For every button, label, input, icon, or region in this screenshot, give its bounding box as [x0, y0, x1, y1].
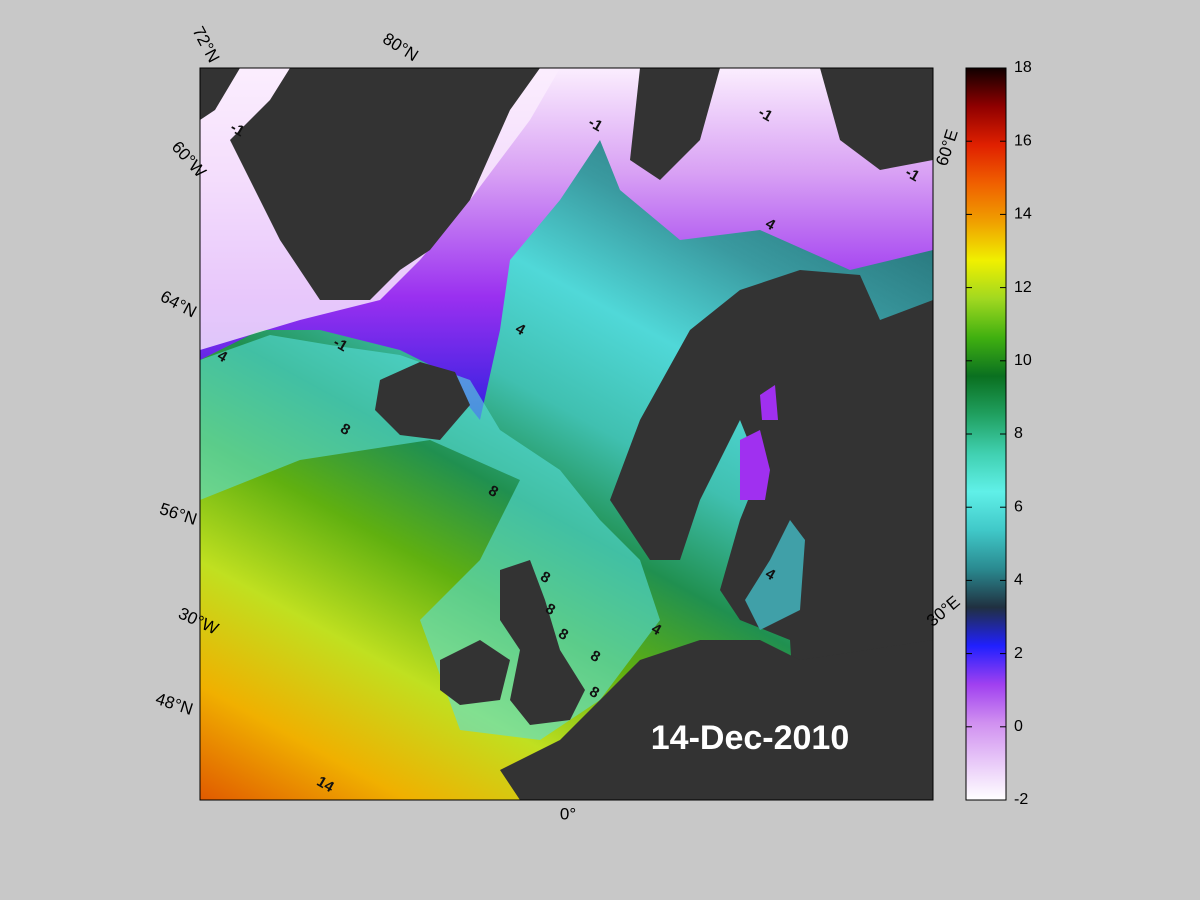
- tick-label: 0: [1014, 718, 1023, 735]
- continent: [500, 640, 933, 800]
- baltic: [745, 520, 805, 630]
- baffin: [200, 68, 240, 120]
- tick-label: 10: [1014, 352, 1032, 369]
- great-britain: [500, 560, 585, 725]
- map: [200, 68, 933, 800]
- map-frame: [199, 67, 934, 801]
- ireland: [440, 640, 510, 705]
- tick-label: 2: [1014, 645, 1023, 662]
- graticule-label: 56°N: [157, 499, 199, 529]
- tick-label: 16: [1014, 132, 1032, 149]
- graticule-label: 60°E: [932, 127, 962, 168]
- novaya-zemlya: [820, 68, 933, 170]
- iceland: [375, 362, 470, 440]
- tick-label: 8: [1014, 425, 1023, 442]
- date-label: 14-Dec-2010: [651, 719, 849, 757]
- colorbar-ticks: -2 0 2 4 6 8 10 12 14 16 18: [966, 59, 1032, 808]
- graticule-label: 0°: [560, 804, 576, 823]
- svalbard: [630, 68, 720, 180]
- tick-label: 6: [1014, 498, 1023, 515]
- greenland: [230, 68, 540, 300]
- colorbar: [965, 67, 1007, 801]
- gulf-of-bothnia: [740, 385, 778, 500]
- tick-label: 4: [1014, 572, 1023, 589]
- tick-label: 18: [1014, 59, 1032, 76]
- tick-label: 14: [1014, 206, 1032, 223]
- contour-label: 14: [314, 773, 338, 796]
- graticule-label: 72°N: [189, 23, 224, 65]
- graticule-label: 48°N: [153, 689, 195, 719]
- graticule-label: 64°N: [157, 287, 199, 322]
- tick-label: -2: [1014, 791, 1028, 808]
- tick-label: 12: [1014, 279, 1032, 296]
- graticule-label: 80°N: [379, 29, 421, 65]
